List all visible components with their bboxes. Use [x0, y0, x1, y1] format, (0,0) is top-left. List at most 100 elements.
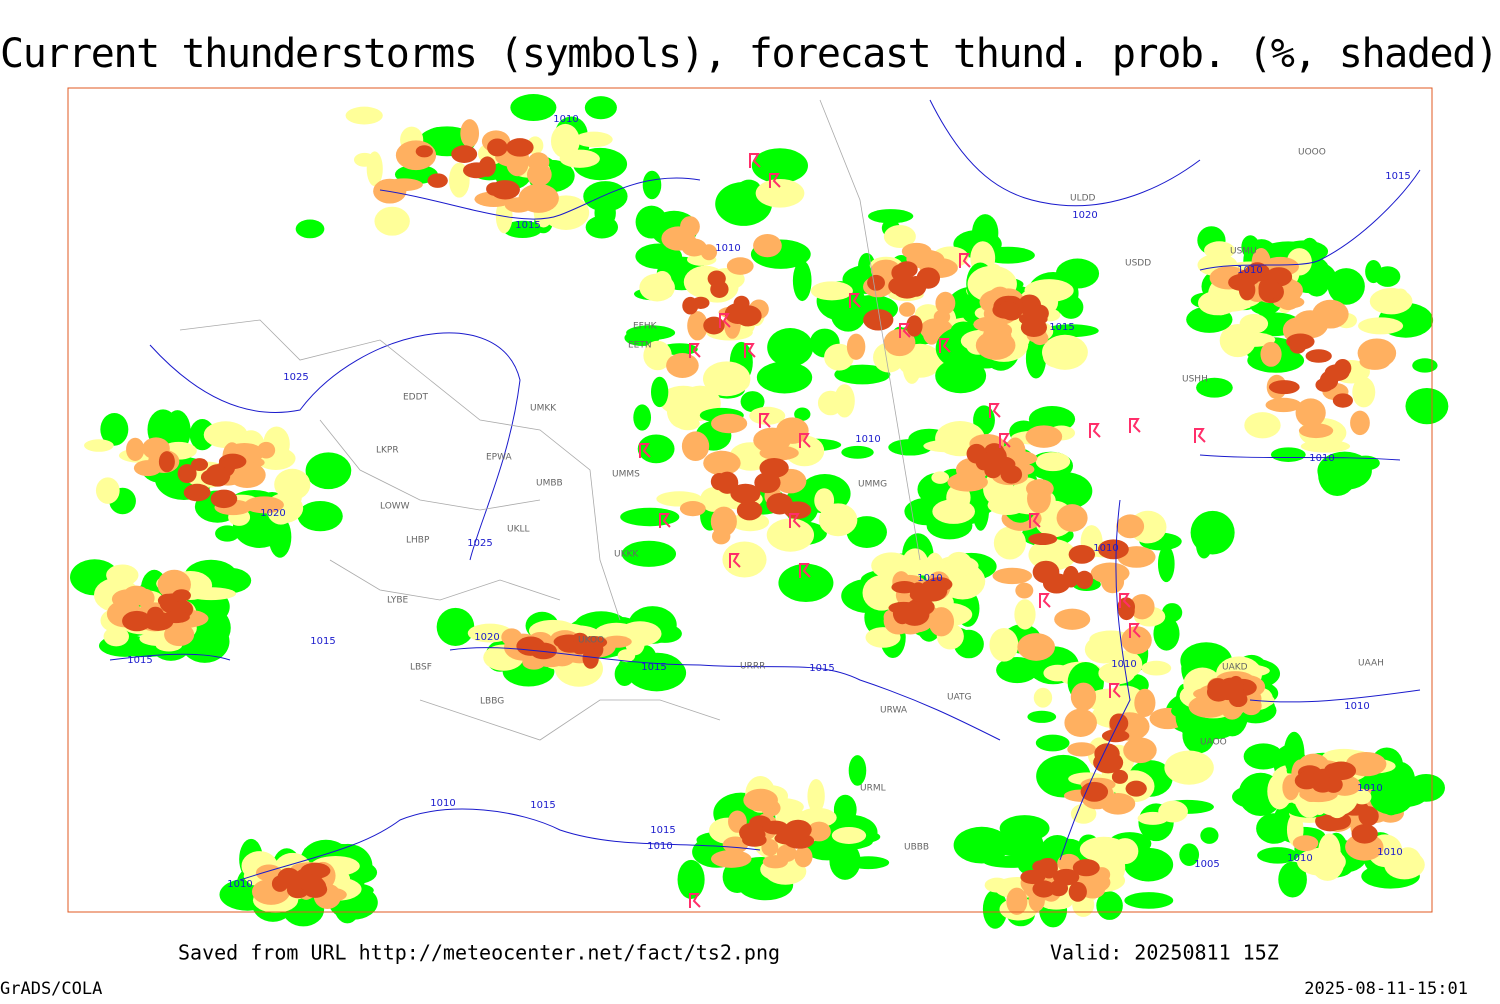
isobar-label: 1015 [310, 636, 335, 647]
shade-cell [1352, 789, 1372, 805]
shade-cell [620, 507, 680, 527]
isobar-label: 1015 [641, 662, 666, 673]
shade-cell [743, 788, 778, 812]
shade-cell [1407, 773, 1445, 802]
shade-cell [297, 500, 343, 532]
shade-cell [926, 577, 953, 592]
isobar [239, 808, 761, 881]
shade-cell [740, 391, 765, 413]
border [419, 699, 721, 741]
shade-cell [784, 819, 812, 840]
shade-cell [710, 506, 737, 537]
shade-cell [1068, 545, 1096, 564]
shade-cell [807, 778, 825, 814]
storm-symbol [939, 338, 951, 353]
valid-time: Valid: 20250811 15Z [1050, 941, 1279, 965]
shade-cell [415, 145, 433, 158]
shade-cell [1097, 539, 1129, 560]
shade-cell [1332, 393, 1353, 408]
shade-cell [1317, 451, 1372, 490]
country-borders [179, 99, 921, 741]
shade-cell [1412, 358, 1438, 373]
shade-cell [756, 361, 813, 394]
shade-cell [122, 610, 152, 632]
isobar [929, 99, 1201, 207]
shade-cell [762, 820, 789, 835]
storm-symbol [749, 153, 761, 168]
shade-cell [824, 343, 854, 371]
shade-cell [601, 635, 632, 648]
shade-cell [274, 468, 311, 501]
isobar-label: 1010 [1357, 783, 1382, 794]
shade-cell [1153, 616, 1180, 651]
isobar [449, 647, 1001, 741]
shade-cell [1025, 425, 1063, 448]
station-label: UKKK [614, 550, 639, 560]
shade-cell [996, 657, 1039, 684]
shade-cell [906, 249, 945, 269]
shade-cell [111, 589, 144, 609]
shade-cell [614, 661, 635, 687]
shade-cell [627, 654, 687, 692]
shade-cell [1265, 397, 1302, 413]
shade-cell [666, 352, 699, 378]
shade-cell [1070, 803, 1097, 824]
shade-cell [681, 238, 707, 257]
shade-cell [467, 623, 513, 643]
shade-cell [244, 859, 264, 886]
shade-cell [1244, 412, 1281, 439]
isobar-label: 1010 [855, 434, 880, 445]
isobar-lines [109, 99, 1421, 881]
shade-cell [1157, 545, 1175, 583]
shade-cell [1014, 599, 1036, 630]
shade-cell [1064, 708, 1097, 738]
isobar-label: 1020 [260, 508, 285, 519]
shade-cell [666, 393, 698, 429]
isobar-label: 1020 [474, 632, 499, 643]
shade-cell [218, 453, 247, 470]
shade-cell [906, 315, 923, 337]
shade-cell [1032, 880, 1056, 898]
map-area: 1010 1015 1020 1015 1010 1015 1025 1010 1020 1025… [67, 87, 1449, 929]
shade-cell [582, 647, 599, 669]
isobar-label: 1010 [430, 798, 455, 809]
shade-cell [1020, 869, 1046, 885]
shade-cell [1072, 859, 1100, 877]
shade-cell [1243, 743, 1284, 770]
shade-cell [487, 138, 508, 157]
shade-cell [794, 846, 813, 868]
border [329, 559, 561, 601]
shade-cell [1292, 835, 1319, 852]
shade-cell [753, 234, 782, 258]
shade-cell [814, 488, 835, 513]
shade-cell [1096, 891, 1123, 920]
shade-cell [1324, 364, 1350, 382]
shade-cell [637, 434, 675, 464]
shade-cell [1206, 295, 1253, 312]
shade-cell [734, 305, 762, 327]
shade-cell [1006, 887, 1028, 915]
shade-cell [100, 413, 129, 446]
station-label: UKLL [507, 525, 530, 535]
shade-cell [642, 170, 662, 200]
shade-cell [575, 131, 613, 148]
shade-cell [103, 626, 129, 647]
shade-cell [1357, 317, 1404, 335]
shade-cell [158, 451, 175, 473]
isobar-label: 1025 [283, 372, 308, 383]
shade-cell [633, 404, 652, 431]
shade-cell [710, 280, 729, 298]
shade-cell [1324, 776, 1343, 793]
shade-cell [643, 340, 672, 371]
shade-cell [1298, 423, 1334, 439]
shade-cell [932, 499, 975, 524]
shade-cell [1033, 687, 1053, 708]
storm-symbol [959, 253, 971, 268]
shade-cell [1036, 754, 1091, 798]
shade-cell [831, 826, 867, 844]
storm-symbol [659, 513, 671, 528]
shade-cell [726, 257, 754, 275]
shade-cell [1141, 660, 1172, 676]
storm-symbol [689, 343, 701, 358]
shade-cell [1256, 813, 1293, 844]
